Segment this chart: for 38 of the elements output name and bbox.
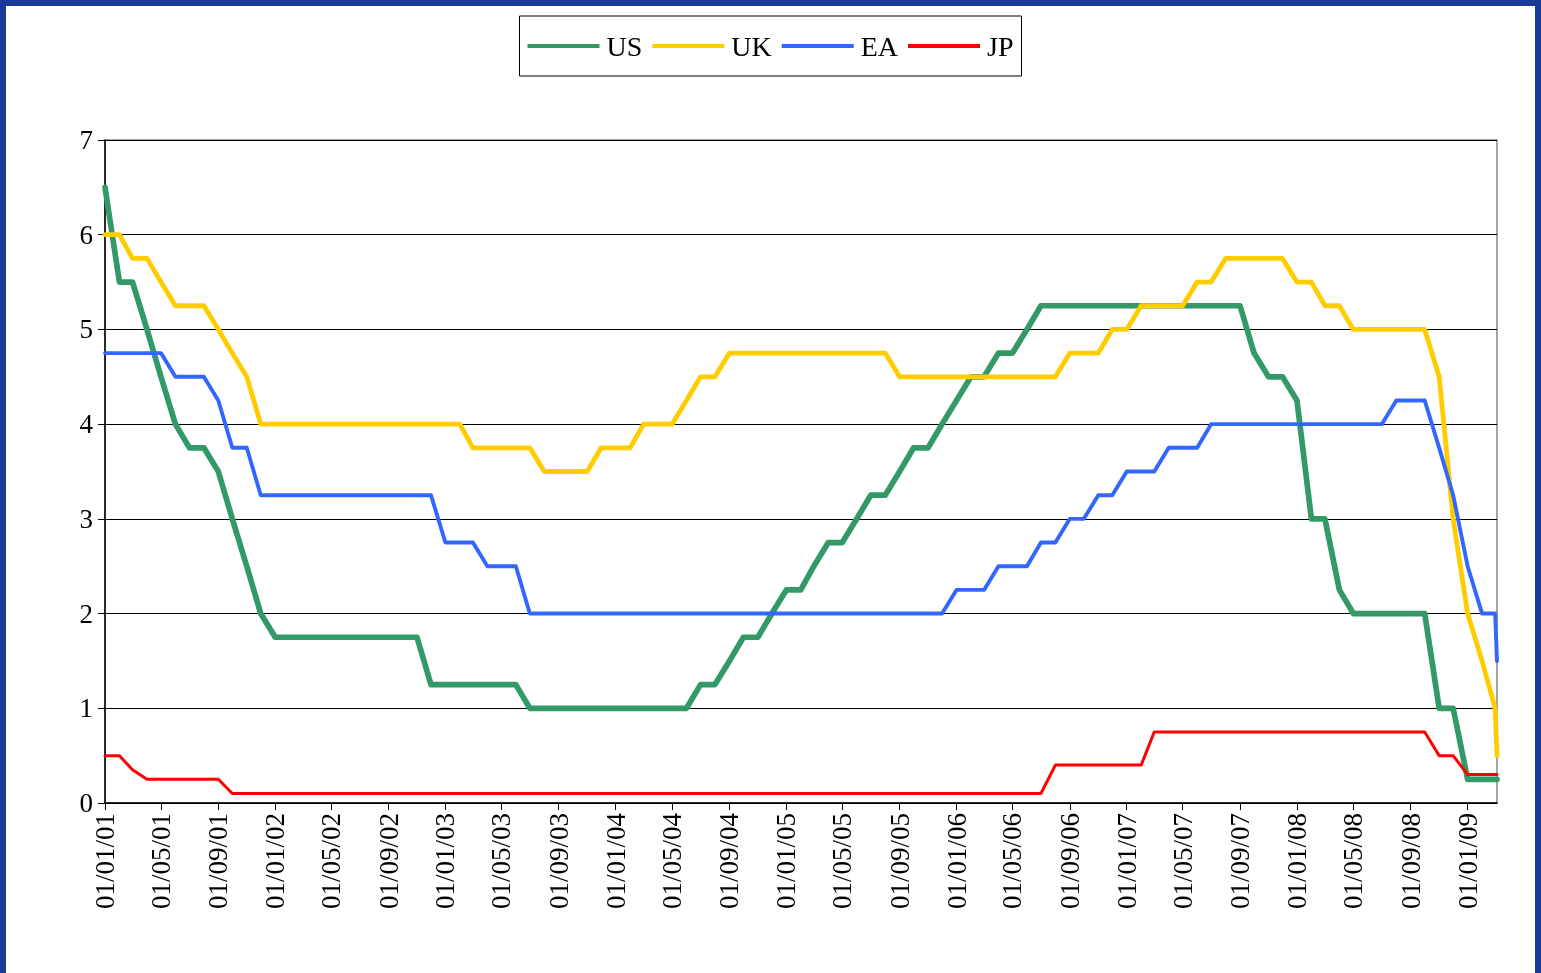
x-tick-label: 01/09/05 bbox=[884, 813, 915, 910]
x-tick-label: 01/09/01 bbox=[203, 813, 234, 910]
legend-label: UK bbox=[731, 30, 772, 62]
x-tick-label: 01/09/02 bbox=[373, 813, 404, 910]
x-tick-label: 01/09/07 bbox=[1225, 813, 1256, 910]
x-tick-label: 01/01/02 bbox=[260, 813, 291, 910]
x-tick-label: 01/05/03 bbox=[486, 813, 517, 910]
x-tick-label: 01/01/07 bbox=[1111, 813, 1142, 910]
y-tick-label: 5 bbox=[79, 314, 93, 345]
x-tick-label: 01/01/04 bbox=[600, 812, 631, 910]
y-tick-label: 3 bbox=[79, 503, 93, 534]
x-tick-label: 01/01/09 bbox=[1452, 813, 1483, 910]
x-tick-label: 01/01/08 bbox=[1281, 813, 1312, 910]
y-tick-label: 6 bbox=[79, 219, 93, 250]
y-tick-label: 7 bbox=[79, 125, 93, 155]
x-tick-label: 01/01/03 bbox=[430, 813, 461, 910]
x-tick-label: 01/05/02 bbox=[316, 813, 347, 910]
x-tick-label: 01/01/05 bbox=[771, 813, 802, 910]
legend-label: US bbox=[606, 30, 643, 62]
x-tick-label: 01/05/01 bbox=[145, 813, 176, 910]
y-tick-label: 2 bbox=[79, 598, 93, 629]
x-tick-label: 01/05/05 bbox=[827, 813, 858, 910]
line-series bbox=[103, 730, 1499, 796]
legend-label: JP bbox=[987, 30, 1014, 62]
x-tick-label: 01/05/04 bbox=[657, 812, 688, 910]
x-tick-label: 01/05/06 bbox=[997, 813, 1028, 910]
x-tick-label: 01/09/08 bbox=[1395, 813, 1426, 910]
x-tick-label: 01/05/07 bbox=[1167, 813, 1198, 910]
x-tick-label: 01/09/03 bbox=[543, 813, 574, 910]
legend-label: EA bbox=[860, 30, 899, 62]
x-tick-label: 01/09/06 bbox=[1054, 813, 1085, 910]
y-tick-label: 4 bbox=[79, 409, 94, 440]
x-tick-label: 01/01/06 bbox=[941, 813, 972, 910]
x-tick-label: 01/01/01 bbox=[90, 813, 120, 910]
x-tick-label: 01/09/04 bbox=[714, 812, 745, 910]
y-tick-label: 1 bbox=[79, 693, 93, 724]
y-tick-label: 0 bbox=[79, 788, 93, 818]
x-tick-label: 01/05/08 bbox=[1338, 813, 1369, 910]
